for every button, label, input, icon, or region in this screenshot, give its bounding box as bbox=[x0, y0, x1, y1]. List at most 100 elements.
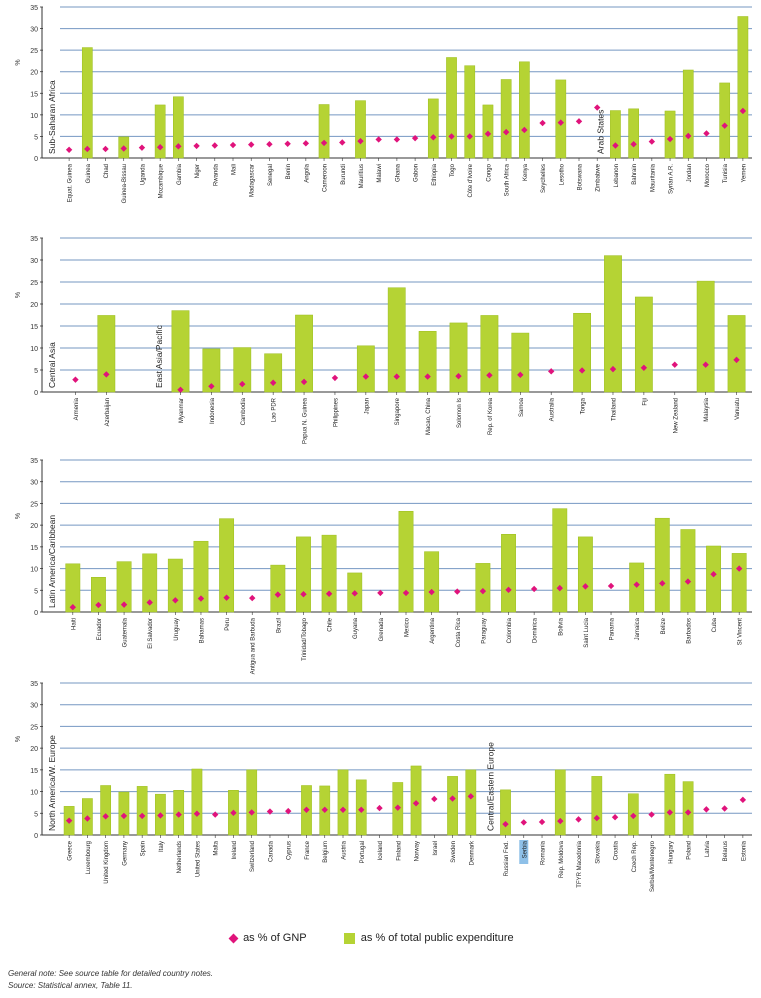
y-tick-label: 25 bbox=[30, 501, 38, 508]
x-tick-label: Brazil bbox=[276, 618, 282, 633]
gnp-marker bbox=[517, 371, 524, 379]
gnp-marker bbox=[582, 583, 589, 590]
y-tick-label: 30 bbox=[30, 703, 38, 710]
x-tick-label: Poland bbox=[687, 841, 693, 860]
y-tick-label: 0 bbox=[34, 833, 38, 840]
gnp-marker bbox=[557, 119, 564, 126]
gnp-marker bbox=[266, 808, 274, 815]
gnp-marker bbox=[484, 130, 492, 138]
x-tick-label: Macao, China bbox=[426, 397, 432, 435]
x-tick-label: Botswana bbox=[578, 163, 584, 190]
legend-gnp-label: as % of GNP bbox=[243, 932, 307, 945]
x-tick-label: Antigua and Barbuda bbox=[251, 617, 257, 674]
x-tick-label: Equat. Guinea bbox=[68, 163, 74, 202]
expenditure-bar bbox=[191, 768, 203, 836]
gnp-marker bbox=[735, 565, 743, 572]
x-tick-label: Japan bbox=[364, 398, 370, 414]
expenditure-bar bbox=[337, 769, 349, 836]
gnp-marker bbox=[412, 800, 420, 807]
gnp-marker bbox=[710, 571, 717, 578]
gnp-marker bbox=[593, 814, 601, 822]
gnp-marker bbox=[607, 582, 615, 590]
expenditure-bar bbox=[696, 280, 715, 393]
x-tick-label: Uganda bbox=[140, 163, 146, 185]
expenditure-bar bbox=[519, 61, 530, 159]
x-tick-label: Grenada bbox=[379, 617, 385, 641]
region-label: North America/W. Europe bbox=[47, 735, 57, 831]
gnp-marker bbox=[177, 386, 184, 393]
expenditure-bar bbox=[296, 536, 311, 613]
x-tick-label: Colombia bbox=[507, 617, 513, 643]
expenditure-bar bbox=[167, 558, 183, 613]
gnp-marker bbox=[611, 813, 619, 821]
gnp-marker bbox=[520, 819, 527, 826]
gnp-marker bbox=[95, 601, 102, 609]
gnp-marker bbox=[84, 145, 91, 153]
y-tick-label: 20 bbox=[30, 70, 38, 77]
expenditure-bar bbox=[398, 510, 414, 613]
expenditure-bar bbox=[682, 69, 694, 159]
legend-gnp-marker bbox=[228, 933, 239, 944]
expenditure-bar bbox=[634, 296, 653, 393]
gnp-marker bbox=[505, 586, 512, 594]
y-tick-label: 35 bbox=[30, 5, 38, 12]
gnp-marker bbox=[612, 142, 619, 149]
gnp-marker bbox=[239, 380, 246, 388]
x-tick-label: Jamaica bbox=[635, 617, 641, 640]
gnp-marker bbox=[721, 122, 728, 129]
gnp-marker bbox=[274, 591, 282, 598]
gnp-marker bbox=[211, 142, 218, 149]
x-tick-label: Trinidad/Tobago bbox=[302, 617, 308, 660]
expenditure-bar bbox=[270, 564, 286, 613]
gnp-marker bbox=[630, 140, 637, 148]
x-tick-label: Slovakia bbox=[595, 840, 601, 863]
x-tick-label: Uruguay bbox=[174, 618, 180, 641]
gnp-marker bbox=[685, 132, 692, 140]
gnp-marker bbox=[556, 584, 563, 592]
y-tick-label: 20 bbox=[30, 746, 38, 753]
gnp-marker bbox=[175, 143, 182, 150]
legend: as % of GNP as % of total public expendi… bbox=[228, 932, 514, 945]
gnp-marker bbox=[539, 119, 546, 127]
x-tick-label: Malta bbox=[214, 840, 220, 855]
expenditure-bar bbox=[465, 769, 477, 836]
x-tick-label: Mexico bbox=[405, 617, 411, 637]
x-tick-label: Ghana bbox=[395, 163, 401, 182]
y-tick-label: 15 bbox=[30, 545, 38, 552]
expenditure-bar bbox=[654, 517, 670, 613]
x-tick-label: Malaysia bbox=[704, 397, 710, 421]
gnp-marker bbox=[84, 815, 91, 822]
expenditure-bar bbox=[555, 79, 567, 159]
x-tick-label: Côte d'Ivoire bbox=[468, 163, 474, 197]
x-tick-label: Azerbaijan bbox=[105, 398, 111, 426]
expenditure-bar bbox=[591, 776, 603, 836]
legend-expenditure-label: as % of total public expenditure bbox=[360, 932, 514, 945]
gnp-marker bbox=[648, 811, 655, 818]
x-tick-label: Greece bbox=[68, 840, 74, 860]
gnp-marker bbox=[538, 818, 546, 826]
x-tick-label: Italy bbox=[159, 841, 165, 852]
x-tick-label: Norway bbox=[415, 841, 421, 861]
x-tick-label: Bahrain bbox=[632, 164, 638, 185]
gnp-marker bbox=[454, 588, 461, 595]
gnp-marker bbox=[486, 372, 493, 379]
x-tick-label: Mauritania bbox=[650, 163, 656, 192]
source-note: Source: Statistical annex, Table 11. bbox=[8, 981, 133, 990]
x-tick-label: Iceland bbox=[378, 841, 384, 860]
gnp-marker bbox=[375, 136, 382, 143]
region-label: Central Asia bbox=[47, 342, 57, 388]
y-tick-label: 30 bbox=[30, 258, 38, 265]
x-tick-label: Guinea-Bissau bbox=[122, 164, 128, 203]
x-tick-label: Benin bbox=[286, 164, 292, 179]
x-tick-label: Belize bbox=[661, 617, 667, 634]
x-tick-label: Zimbabwe bbox=[596, 163, 602, 191]
gnp-marker bbox=[146, 599, 153, 606]
gnp-marker bbox=[269, 379, 277, 386]
expenditure-bar bbox=[554, 769, 566, 836]
gnp-marker bbox=[393, 373, 400, 380]
gnp-marker bbox=[208, 383, 215, 390]
x-tick-label: Cambodia bbox=[241, 397, 247, 425]
gnp-marker bbox=[671, 361, 678, 368]
x-tick-label: Australia bbox=[550, 397, 556, 421]
gnp-marker bbox=[609, 365, 617, 373]
